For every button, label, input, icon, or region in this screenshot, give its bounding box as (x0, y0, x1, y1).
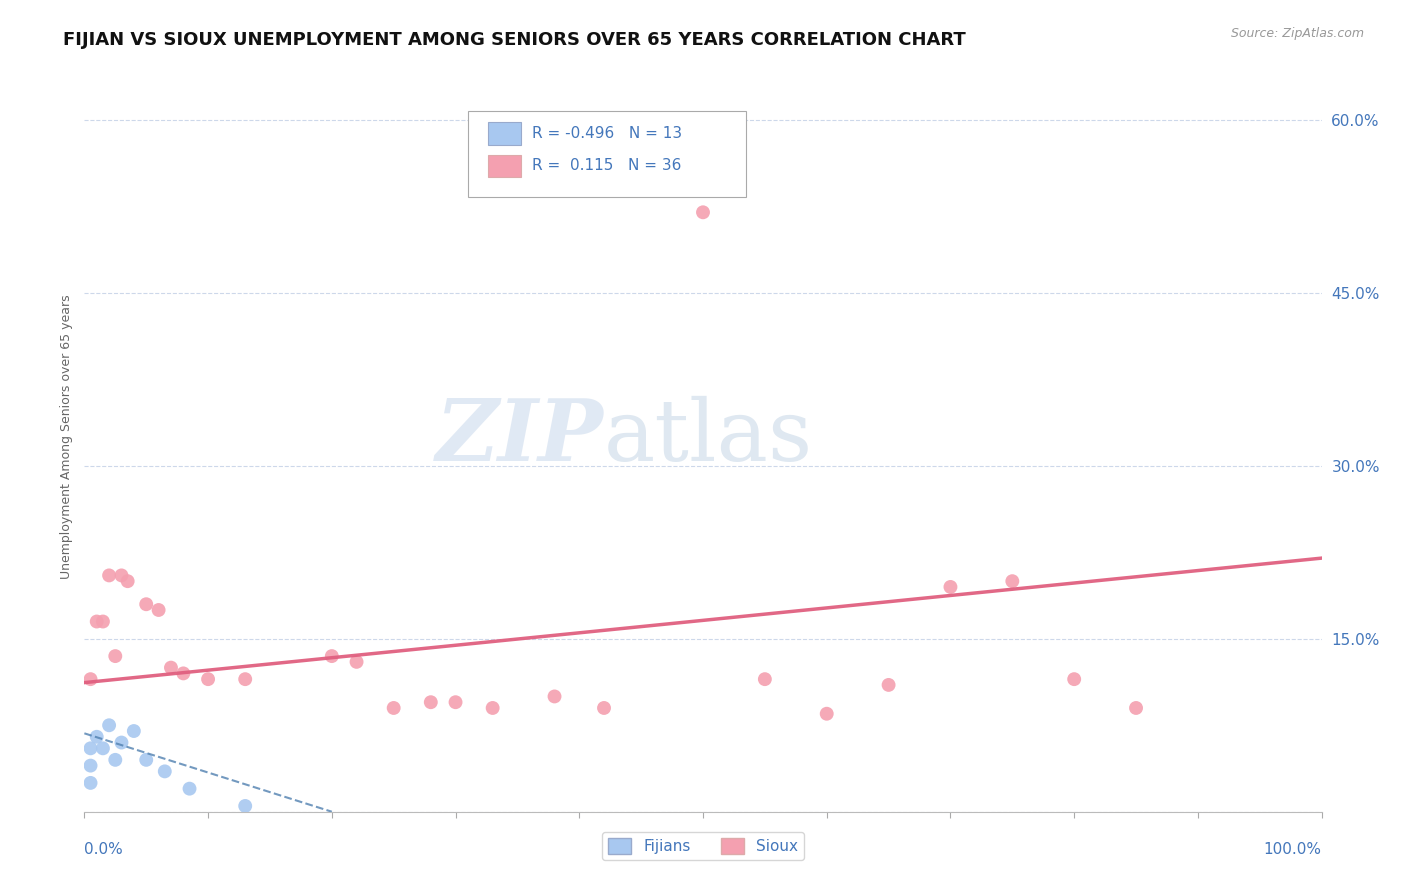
Point (419, 695, 441, 709)
Point (79, 758, 101, 772)
Text: R = -0.496   N = 13: R = -0.496 N = 13 (533, 126, 682, 141)
Point (382, 701, 405, 715)
Point (79, 672, 101, 686)
Text: 0.0%: 0.0% (84, 842, 124, 856)
Point (91, 741, 114, 756)
Point (939, 580, 962, 594)
Point (481, 701, 503, 715)
Y-axis label: Unemployment Among Seniors over 65 years: Unemployment Among Seniors over 65 years (60, 294, 73, 580)
Text: Source: ZipAtlas.com: Source: ZipAtlas.com (1230, 27, 1364, 40)
Point (1063, 672, 1085, 686)
Point (197, 672, 219, 686)
Text: 100.0%: 100.0% (1264, 842, 1322, 856)
Point (79, 741, 101, 756)
Point (543, 690, 565, 704)
Point (754, 672, 776, 686)
Point (692, 205, 714, 219)
Point (593, 701, 616, 715)
Point (104, 649, 127, 664)
Text: ZIP: ZIP (436, 395, 605, 479)
Point (98, 568, 121, 582)
Point (104, 753, 127, 767)
Text: R =  0.115   N = 36: R = 0.115 N = 36 (533, 159, 682, 173)
Point (321, 649, 343, 664)
Point (1001, 574, 1024, 589)
Point (86, 730, 108, 744)
Point (172, 666, 194, 681)
FancyBboxPatch shape (488, 122, 522, 145)
Point (179, 781, 201, 796)
Point (346, 655, 368, 669)
Point (91, 615, 114, 629)
Text: FIJIAN VS SIOUX UNEMPLOYMENT AMONG SENIORS OVER 65 YEARS CORRELATION CHART: FIJIAN VS SIOUX UNEMPLOYMENT AMONG SENIO… (63, 31, 966, 49)
FancyBboxPatch shape (468, 112, 747, 197)
Text: atlas: atlas (605, 395, 813, 479)
Point (877, 678, 900, 692)
Point (153, 764, 176, 779)
Point (79, 776, 101, 790)
Point (86, 615, 108, 629)
Point (110, 568, 132, 582)
Point (444, 695, 467, 709)
FancyBboxPatch shape (488, 154, 522, 178)
Point (160, 660, 183, 674)
Point (148, 603, 170, 617)
Point (122, 724, 145, 739)
Point (98, 718, 121, 732)
Point (110, 735, 132, 749)
Point (815, 706, 838, 721)
Point (1125, 701, 1147, 715)
Point (117, 574, 139, 589)
Point (135, 753, 157, 767)
Point (135, 597, 157, 611)
Point (233, 672, 256, 686)
Point (233, 799, 256, 814)
Legend: Fijians, Sioux: Fijians, Sioux (602, 832, 804, 860)
